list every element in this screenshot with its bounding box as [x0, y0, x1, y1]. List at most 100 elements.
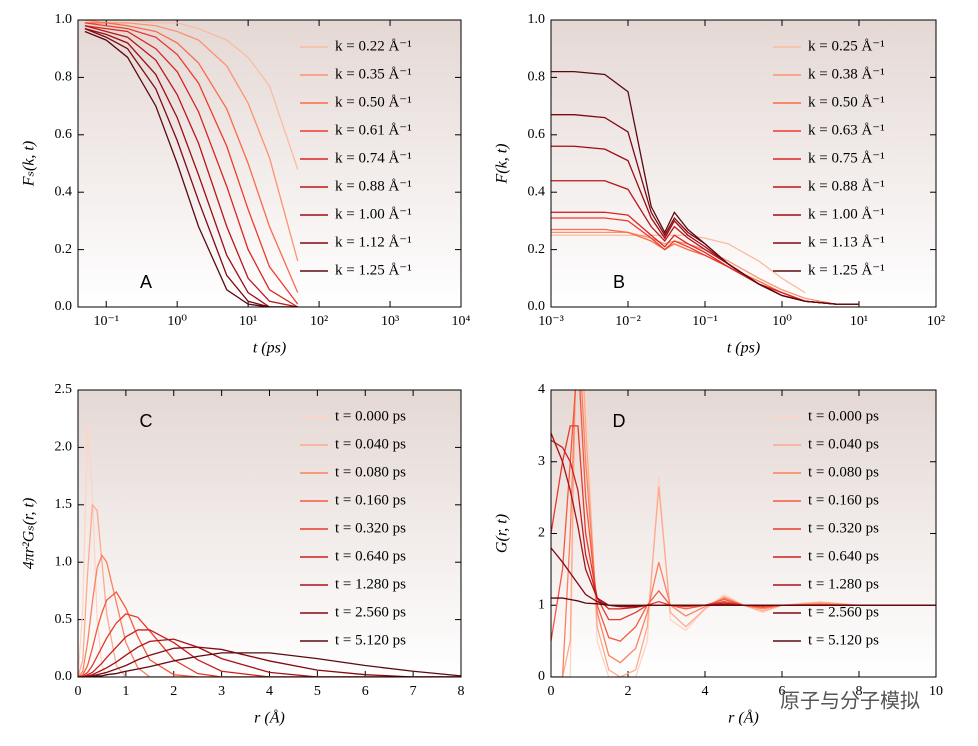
- legend-label: k = 0.75 Å⁻¹: [808, 150, 885, 166]
- legend-label: t = 0.080 ps: [335, 464, 406, 480]
- legend-label: k = 0.50 Å⁻¹: [335, 94, 412, 110]
- x-tick-label: 10²: [927, 314, 945, 329]
- y-axis-label: G(r, t): [494, 514, 511, 553]
- plot-frame: [77, 389, 462, 678]
- y-tick-label: 0.8: [528, 70, 546, 85]
- legend-label: t = 0.080 ps: [808, 464, 879, 480]
- plot-background: [78, 20, 461, 307]
- y-tick-label: 0.5: [55, 612, 73, 627]
- legend-label: k = 0.88 Å⁻¹: [808, 178, 885, 194]
- x-tick-label: 2: [170, 684, 177, 699]
- x-tick-label: 10: [929, 684, 943, 699]
- x-tick-label: 10¹: [850, 314, 868, 329]
- legend-label: t = 0.320 ps: [808, 520, 879, 536]
- legend-label: k = 1.00 Å⁻¹: [808, 206, 885, 222]
- x-tick-label: 10³: [381, 314, 399, 329]
- legend-label: t = 5.120 ps: [808, 632, 879, 648]
- lines: [551, 71, 859, 305]
- x-axis-label: t (ps): [727, 340, 760, 357]
- x-axis-label: t (ps): [253, 340, 286, 357]
- legend-label: t = 0.040 ps: [808, 436, 879, 452]
- legend-label: t = 2.560 ps: [335, 604, 406, 620]
- x-tick-label: 10⁰: [167, 314, 187, 329]
- x-tick-label: 1: [122, 684, 129, 699]
- series-line: [551, 71, 859, 305]
- series-line: [78, 646, 461, 677]
- x-tick-label: 10²: [310, 314, 328, 329]
- series-line: [78, 591, 461, 677]
- lines: [551, 390, 936, 677]
- x-tick-label: 0: [548, 684, 555, 699]
- legend-label: k = 0.63 Å⁻¹: [808, 122, 885, 138]
- panel-letter: A: [140, 272, 152, 292]
- y-tick-label: 0.0: [528, 299, 546, 314]
- series-line: [84, 28, 298, 307]
- plot-background: [78, 390, 461, 677]
- x-tick-label: 0: [75, 684, 82, 699]
- x-tick-label: 10⁻¹: [692, 314, 718, 329]
- legend-label: k = 1.25 Å⁻¹: [808, 262, 885, 278]
- series-line: [84, 20, 299, 262]
- series-line: [84, 22, 299, 293]
- y-tick-label: 0: [538, 669, 545, 684]
- y-axis-label: Fₛ(k, t): [21, 141, 38, 187]
- y-tick-label: 4: [538, 382, 545, 397]
- series-line: [78, 503, 461, 677]
- y-tick-label: 1.5: [55, 497, 73, 512]
- y-tick-label: 0.6: [528, 127, 546, 142]
- legend-label: k = 0.88 Å⁻¹: [335, 178, 412, 194]
- panel-letter: C: [140, 411, 153, 431]
- y-tick-label: 1.0: [528, 12, 546, 27]
- y-tick-label: 2.5: [55, 382, 73, 397]
- series-line: [84, 30, 298, 307]
- series-line: [78, 613, 461, 677]
- x-tick-label: 10⁻²: [615, 314, 641, 329]
- plot-frame: [77, 19, 462, 308]
- plot-frame: [550, 19, 937, 308]
- y-tick-label: 1.0: [55, 554, 73, 569]
- series-line: [84, 27, 298, 307]
- series-line: [84, 22, 299, 305]
- series-line: [84, 25, 298, 307]
- y-tick-label: 1.0: [55, 12, 73, 27]
- legend-label: k = 0.35 Å⁻¹: [335, 66, 412, 82]
- legend-label: t = 0.640 ps: [335, 548, 406, 564]
- x-axis-label: r (Å): [728, 709, 759, 727]
- series-line: [551, 390, 936, 677]
- legend-label: k = 0.22 Å⁻¹: [335, 38, 412, 54]
- y-tick-label: 3: [538, 454, 545, 469]
- x-tick-label: 10¹: [239, 314, 257, 329]
- legend-label: k = 0.74 Å⁻¹: [335, 150, 412, 166]
- legend-label: t = 0.160 ps: [335, 492, 406, 508]
- legend-label: t = 1.280 ps: [808, 576, 879, 592]
- x-tick-label: 8: [458, 684, 465, 699]
- series-line: [551, 211, 859, 305]
- x-tick-label: 7: [410, 684, 417, 699]
- y-tick-label: 0.0: [55, 299, 73, 314]
- series-line: [78, 638, 461, 677]
- plot-background: [551, 390, 936, 677]
- x-tick-label: 6: [362, 684, 369, 699]
- y-tick-label: 0.4: [528, 184, 546, 199]
- plot-frame: [550, 389, 937, 678]
- x-axis-label: r (Å): [254, 709, 285, 727]
- panel: 0 1 2 3 4 5 6 7 8 0.0 0.5 1.0 1.5 2.0 2.5 t = 0.000 ps t…: [21, 382, 465, 726]
- legend-label: t = 2.560 ps: [808, 604, 879, 620]
- y-tick-label: 0.2: [55, 242, 73, 257]
- y-tick-label: 0.6: [55, 127, 73, 142]
- x-tick-label: 2: [625, 684, 632, 699]
- lines: [84, 20, 299, 307]
- x-tick-label: 10⁰: [772, 314, 792, 329]
- panel: 10⁻¹ 10⁰ 10¹ 10² 10³ 10⁴ 0.0 0.2 0.4 0.6 0.8 1.0 k =…: [21, 12, 471, 356]
- legend-label: t = 0.320 ps: [335, 520, 406, 536]
- legend-label: t = 0.000 ps: [335, 408, 406, 424]
- series-line: [78, 553, 461, 677]
- legend-label: t = 1.280 ps: [335, 576, 406, 592]
- lines: [78, 424, 461, 677]
- panel-letter: B: [613, 272, 625, 292]
- legend-label: t = 0.640 ps: [808, 548, 879, 564]
- panel-letter: D: [613, 411, 626, 431]
- legend-label: t = 0.160 ps: [808, 492, 879, 508]
- x-tick-label: 5: [314, 684, 321, 699]
